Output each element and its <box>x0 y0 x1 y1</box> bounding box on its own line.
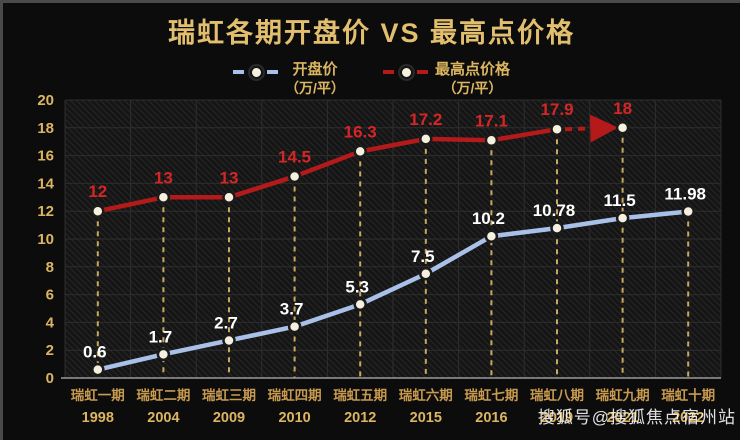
open-data-label: 10.2 <box>472 209 505 228</box>
high-data-point <box>222 190 236 205</box>
high-data-label: 18 <box>613 99 632 118</box>
y-tick-label: 14 <box>37 175 54 192</box>
y-tick-label: 0 <box>46 370 54 387</box>
high-data-point <box>156 190 171 205</box>
x-category-label: 瑞虹三期 <box>202 387 256 403</box>
high-data-label: 13 <box>220 168 239 187</box>
x-year-label: 2004 <box>147 410 179 426</box>
open-data-label: 5.3 <box>345 277 369 296</box>
high-data-point <box>615 121 630 135</box>
x-category-label: 瑞虹十期 <box>661 387 715 403</box>
open-data-label: 10.78 <box>533 201 576 220</box>
x-year-label: 2022 <box>672 410 704 426</box>
high-data-label: 17.1 <box>475 111 508 130</box>
high-series-line <box>95 126 560 214</box>
x-category-label: 瑞虹四期 <box>268 387 322 403</box>
x-year-label: 2012 <box>344 410 376 426</box>
y-tick-label: 20 <box>37 92 54 109</box>
high-data-label: 17.9 <box>540 100 573 119</box>
legend-high-label: 最高点价格 <box>434 61 510 78</box>
x-category-label: 瑞虹一期 <box>71 387 125 403</box>
high-data-point <box>419 132 433 146</box>
open-data-point <box>484 229 499 243</box>
open-data-point <box>681 204 695 219</box>
high-line-marker-icon <box>382 66 429 79</box>
legend-open-unit: （万/平） <box>285 79 345 96</box>
legend-high-unit: （万/平） <box>442 79 503 96</box>
y-tick-label: 16 <box>37 148 54 165</box>
open-line-marker-icon <box>233 66 280 79</box>
open-data-point <box>615 211 630 225</box>
open-data-label: 7.5 <box>411 247 435 266</box>
open-data-point <box>287 319 302 334</box>
legend: 开盘价 （万/平） 最高点价格 （万/平） <box>3 61 740 97</box>
y-tick-label: 10 <box>37 231 54 248</box>
y-tick-label: 6 <box>46 287 54 304</box>
x-category-label: 瑞虹九期 <box>596 387 650 403</box>
y-tick-label: 18 <box>37 120 54 137</box>
x-year-label: 2016 <box>475 410 507 426</box>
high-data-label: 12 <box>88 182 107 201</box>
x-year-label: 2015 <box>410 410 442 426</box>
y-tick-label: 2 <box>46 342 54 359</box>
open-data-point <box>353 297 367 312</box>
y-tick-label: 12 <box>37 203 54 220</box>
open-data-point <box>419 267 433 281</box>
high-data-point <box>91 204 105 218</box>
legend-open-label: 开盘价 <box>292 61 338 78</box>
x-category-label: 瑞虹五期 <box>333 387 387 403</box>
high-data-point <box>353 144 367 159</box>
high-data-label: 16.3 <box>344 122 377 141</box>
chart-svg: 02468101214161820120.6131.7132.714.53.71… <box>37 92 722 426</box>
open-data-point <box>222 333 236 348</box>
legend-item-high: 最高点价格 （万/平） <box>382 61 510 97</box>
open-series-line <box>95 209 691 372</box>
x-category-label: 瑞虹七期 <box>464 387 518 403</box>
high-data-point <box>550 122 564 136</box>
open-data-label: 3.7 <box>280 300 304 319</box>
x-year-label: 2010 <box>278 410 310 426</box>
high-data-point <box>484 133 499 148</box>
open-data-point <box>550 221 564 235</box>
high-data-point <box>287 169 302 184</box>
x-category-label: 瑞虹二期 <box>136 387 190 403</box>
high-data-label: 14.5 <box>278 147 311 166</box>
open-data-label: 11.98 <box>664 184 706 203</box>
chart-title: 瑞虹各期开盘价 VS 最高点价格 <box>167 18 576 48</box>
open-data-point <box>156 347 171 362</box>
x-year-label: 2009 <box>213 410 245 426</box>
high-data-label: 13 <box>154 168 173 187</box>
x-year-label: 1998 <box>82 410 114 426</box>
x-year-label: 2021 <box>606 410 638 426</box>
high-series-arrow-segment <box>564 114 619 143</box>
open-data-label: 0.6 <box>83 343 107 362</box>
legend-item-open: 开盘价 （万/平） <box>233 61 345 97</box>
x-category-label: 瑞虹六期 <box>399 387 453 403</box>
open-data-label: 2.7 <box>214 313 238 332</box>
open-data-label: 1.7 <box>149 327 173 346</box>
y-tick-label: 4 <box>46 314 55 331</box>
watermark: 搜狐号@搜狐焦点宿州站 <box>537 408 736 427</box>
x-year-label: 2019 <box>541 410 573 426</box>
open-data-point <box>91 362 105 377</box>
x-category-label: 瑞虹八期 <box>530 387 584 403</box>
open-data-label: 11.5 <box>604 191 636 210</box>
high-data-label: 17.2 <box>409 110 442 129</box>
y-tick-label: 8 <box>46 259 54 276</box>
